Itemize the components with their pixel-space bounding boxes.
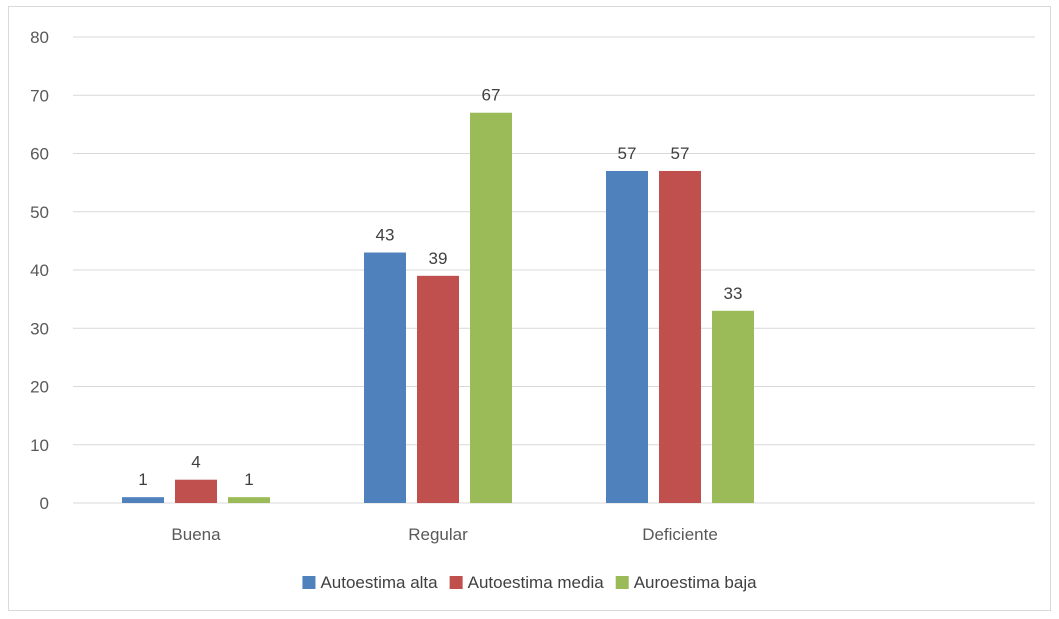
bar-deficiente-series-0 [606,170,648,503]
legend-swatch [449,576,463,589]
y-tick-label: 20 [30,378,49,397]
x-axis-category-labels: Buena Regular Deficiente [171,525,717,544]
data-label: 4 [191,453,200,472]
data-label: 39 [429,249,448,268]
bar-buena-series-0 [122,497,164,503]
bar-regular-series-2 [470,112,512,503]
chart-frame [8,6,1051,611]
data-label: 1 [244,470,253,489]
y-tick-label: 60 [30,145,49,164]
data-label: 57 [671,144,690,163]
legend-label: Autoestima media [468,573,605,592]
y-tick-label: 50 [30,203,49,222]
y-tick-label: 10 [30,436,49,455]
bar-buena-series-1 [175,479,217,503]
legend-item-0[interactable]: Autoestima alta [302,573,438,592]
data-label: 43 [376,226,395,245]
data-label: 1 [138,470,147,489]
legend-swatch [615,576,629,589]
legend-item-1[interactable]: Autoestima media [449,573,605,592]
data-label: 33 [724,284,743,303]
y-tick-label: 0 [40,494,49,513]
data-label: 57 [618,144,637,163]
x-category-label: Deficiente [642,525,718,544]
y-tick-label: 40 [30,261,49,280]
gridlines [73,36,1035,504]
x-category-label: Buena [171,525,221,544]
bar-deficiente-series-1 [659,170,701,503]
bar-regular-series-0 [364,252,406,503]
bars [122,112,754,503]
data-label: 67 [482,86,501,105]
bar-deficiente-series-2 [712,310,754,503]
legend-swatch [302,576,316,589]
data-labels: 1 4 1 43 39 67 57 57 33 [138,86,742,489]
bar-regular-series-1 [417,275,459,503]
legend-label: Auroestima baja [634,573,757,592]
legend[interactable]: Autoestima alta Autoestima media Auroestim… [302,573,757,592]
legend-label: Autoestima alta [320,573,438,592]
y-axis-tick-labels: 0 10 20 30 40 50 60 70 80 [30,28,49,513]
y-tick-label: 80 [30,28,49,47]
legend-item-2[interactable]: Auroestima baja [615,573,757,592]
y-tick-label: 70 [30,86,49,105]
y-tick-label: 30 [30,319,49,338]
x-category-label: Regular [408,525,468,544]
bar-buena-series-2 [228,497,270,503]
